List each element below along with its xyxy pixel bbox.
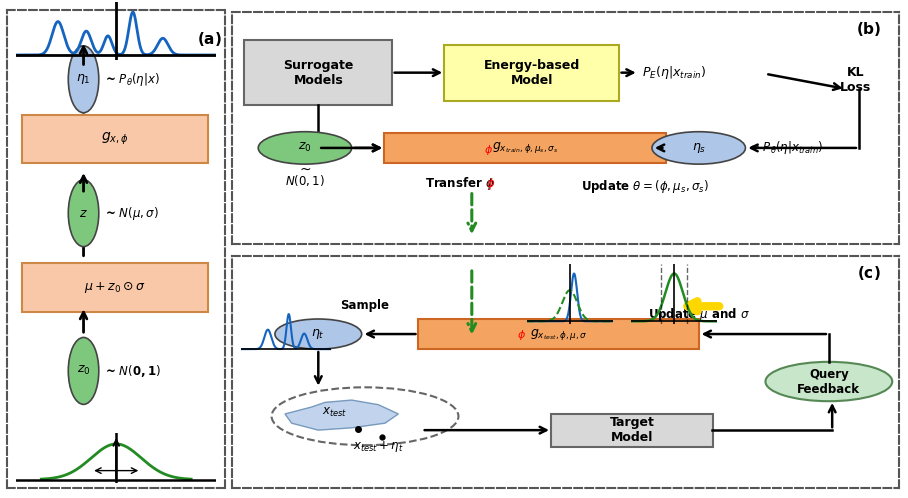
- Text: Target
Model: Target Model: [609, 416, 655, 444]
- Circle shape: [68, 180, 99, 247]
- FancyBboxPatch shape: [23, 263, 208, 312]
- Text: KL
Loss: KL Loss: [840, 66, 871, 94]
- Text: $\bf{(b)}$: $\bf{(b)}$: [856, 19, 882, 38]
- Text: $\bf{(c)}$: $\bf{(c)}$: [857, 263, 881, 282]
- Text: $\eta_s$: $\eta_s$: [692, 141, 706, 155]
- Text: ~ $N(\mu, \sigma)$: ~ $N(\mu, \sigma)$: [105, 205, 159, 222]
- Text: Query
Feedback: Query Feedback: [797, 368, 861, 395]
- Circle shape: [258, 131, 351, 164]
- Text: ~ $P_\theta(\eta|x_{train})$: ~ $P_\theta(\eta|x_{train})$: [749, 139, 824, 156]
- FancyBboxPatch shape: [23, 115, 208, 163]
- Circle shape: [68, 46, 99, 113]
- FancyBboxPatch shape: [384, 132, 666, 163]
- FancyBboxPatch shape: [418, 319, 699, 349]
- Text: Surrogate
Models: Surrogate Models: [283, 59, 353, 87]
- Text: ~: ~: [299, 163, 311, 177]
- Text: $g_{x_{train},\phi,\mu_s,\sigma_s}$: $g_{x_{train},\phi,\mu_s,\sigma_s}$: [492, 140, 558, 155]
- Text: $\eta_1$: $\eta_1$: [76, 72, 91, 86]
- Text: $\phi$: $\phi$: [484, 143, 493, 157]
- Text: $x_{test} + \eta_t$: $x_{test} + \eta_t$: [353, 439, 404, 454]
- Text: Update $\mu$ and $\sigma$: Update $\mu$ and $\sigma$: [647, 306, 750, 323]
- Text: $N(0,1)$: $N(0,1)$: [285, 173, 325, 188]
- FancyBboxPatch shape: [444, 45, 619, 101]
- Ellipse shape: [765, 362, 893, 401]
- Text: ~ $N(\mathbf{0,1})$: ~ $N(\mathbf{0,1})$: [105, 363, 162, 379]
- Text: $z$: $z$: [79, 207, 88, 220]
- Text: $g_{x_{test},\phi,\mu,\sigma}$: $g_{x_{test},\phi,\mu,\sigma}$: [529, 327, 587, 342]
- FancyBboxPatch shape: [244, 40, 392, 105]
- Text: Update $\theta = (\phi, \mu_s, \sigma_s)$: Update $\theta = (\phi, \mu_s, \sigma_s)…: [581, 178, 709, 195]
- Text: $\phi$: $\phi$: [518, 328, 527, 342]
- FancyBboxPatch shape: [551, 414, 713, 447]
- Text: $x_{test}$: $x_{test}$: [322, 406, 348, 419]
- Text: $\phi$: $\phi$: [487, 176, 496, 192]
- Text: Energy-based
Model: Energy-based Model: [484, 59, 580, 87]
- Text: Transfer $\phi$: Transfer $\phi$: [425, 175, 495, 192]
- Polygon shape: [285, 400, 399, 430]
- Text: $\bf{(a)}$: $\bf{(a)}$: [197, 30, 222, 48]
- Text: $g_{x,\phi}$: $g_{x,\phi}$: [102, 131, 129, 147]
- Text: ~ $P_\theta(\eta|x)$: ~ $P_\theta(\eta|x)$: [105, 71, 161, 88]
- Text: Sample: Sample: [340, 299, 390, 312]
- Text: $z_0$: $z_0$: [298, 141, 311, 154]
- Text: $z_0$: $z_0$: [77, 365, 90, 377]
- Text: $\eta_t$: $\eta_t$: [311, 327, 325, 341]
- Circle shape: [68, 338, 99, 404]
- Circle shape: [652, 131, 745, 164]
- Text: $P_E(\eta|x_{train})$: $P_E(\eta|x_{train})$: [642, 64, 706, 81]
- Circle shape: [275, 319, 361, 349]
- Text: $\mu + z_0 \odot \sigma$: $\mu + z_0 \odot \sigma$: [84, 280, 146, 295]
